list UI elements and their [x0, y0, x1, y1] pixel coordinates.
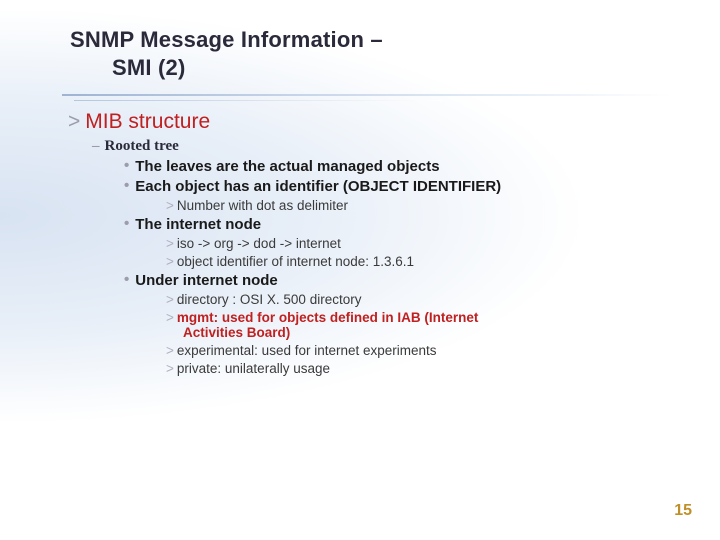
- sub-text: Activities Board): [183, 325, 290, 340]
- chevron-icon: >: [166, 361, 174, 376]
- bullet-internet-node: • The internet node: [124, 216, 672, 233]
- sub-text: private: unilaterally usage: [177, 361, 330, 376]
- chevron-icon: >: [166, 254, 174, 269]
- subheading-text: Rooted tree: [105, 138, 179, 154]
- sub-number-dot: >Number with dot as delimiter: [166, 198, 672, 213]
- chevron-icon: >: [166, 292, 174, 307]
- sub-text: experimental: used for internet experime…: [177, 343, 437, 358]
- bullet-under-internet: • Under internet node: [124, 272, 672, 289]
- bullet-icon: •: [124, 157, 129, 174]
- bullet-identifier: • Each object has an identifier (OBJECT I…: [124, 178, 672, 195]
- subheading-rooted-tree: –Rooted tree: [92, 138, 672, 155]
- dash-icon: –: [92, 138, 100, 154]
- title-line-2: SMI (2): [70, 54, 672, 82]
- sub-private: >private: unilaterally usage: [166, 361, 672, 376]
- bullet-icon: •: [124, 271, 129, 288]
- sub-experimental: >experimental: used for internet experim…: [166, 343, 672, 358]
- slide-content: SNMP Message Information – SMI (2) >MIB …: [0, 0, 720, 376]
- heading-mib-structure: >MIB structure: [68, 110, 672, 134]
- bullet-icon: •: [124, 215, 129, 232]
- bullet-text: The leaves are the actual managed object…: [135, 158, 439, 175]
- bullet-text: The internet node: [135, 216, 261, 233]
- sub-text: iso -> org -> dod -> internet: [177, 236, 341, 251]
- page-number: 15: [674, 502, 692, 520]
- chevron-icon: >: [68, 110, 81, 133]
- chevron-icon: >: [166, 310, 174, 325]
- bullet-leaves: • The leaves are the actual managed objec…: [124, 158, 672, 175]
- sub-text: directory : OSI X. 500 directory: [177, 292, 362, 307]
- title-divider: [62, 94, 672, 104]
- bullet-text: Each object has an identifier (OBJECT ID…: [135, 178, 501, 195]
- sub-mgmt-cont: Activities Board): [183, 325, 672, 340]
- chevron-icon: >: [166, 343, 174, 358]
- chevron-icon: >: [166, 198, 174, 213]
- sub-directory: >directory : OSI X. 500 directory: [166, 292, 672, 307]
- sub-text: Number with dot as delimiter: [177, 198, 348, 213]
- sub-iso-path: >iso -> org -> dod -> internet: [166, 236, 672, 251]
- heading-text: MIB structure: [85, 110, 210, 133]
- chevron-icon: >: [166, 236, 174, 251]
- bullet-icon: •: [124, 177, 129, 194]
- bullet-text: Under internet node: [135, 272, 278, 289]
- title-line-1: SNMP Message Information –: [70, 27, 383, 52]
- slide-title: SNMP Message Information – SMI (2): [70, 26, 672, 81]
- sub-oid: >object identifier of internet node: 1.3…: [166, 254, 672, 269]
- sub-mgmt: >mgmt: used for objects defined in IAB (…: [166, 310, 672, 325]
- sub-text: object identifier of internet node: 1.3.…: [177, 254, 414, 269]
- sub-text: mgmt: used for objects defined in IAB (I…: [177, 310, 479, 325]
